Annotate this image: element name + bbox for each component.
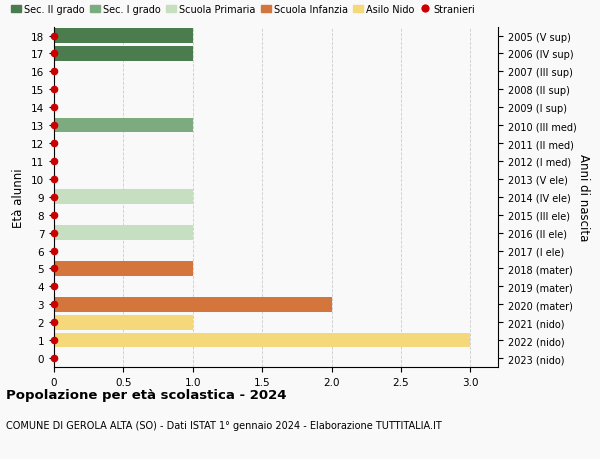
Bar [54,333,470,348]
Bar [54,262,193,276]
Bar [54,297,331,312]
Bar [54,190,193,205]
Bar [54,118,193,133]
Bar [54,47,193,62]
Y-axis label: Anni di nascita: Anni di nascita [577,154,590,241]
Bar [54,226,193,241]
Bar [54,29,193,44]
Bar [54,315,193,330]
Y-axis label: Età alunni: Età alunni [13,168,25,227]
Text: COMUNE DI GEROLA ALTA (SO) - Dati ISTAT 1° gennaio 2024 - Elaborazione TUTTITALI: COMUNE DI GEROLA ALTA (SO) - Dati ISTAT … [6,420,442,430]
Text: Popolazione per età scolastica - 2024: Popolazione per età scolastica - 2024 [6,388,287,401]
Legend: Sec. II grado, Sec. I grado, Scuola Primaria, Scuola Infanzia, Asilo Nido, Stran: Sec. II grado, Sec. I grado, Scuola Prim… [11,5,475,15]
